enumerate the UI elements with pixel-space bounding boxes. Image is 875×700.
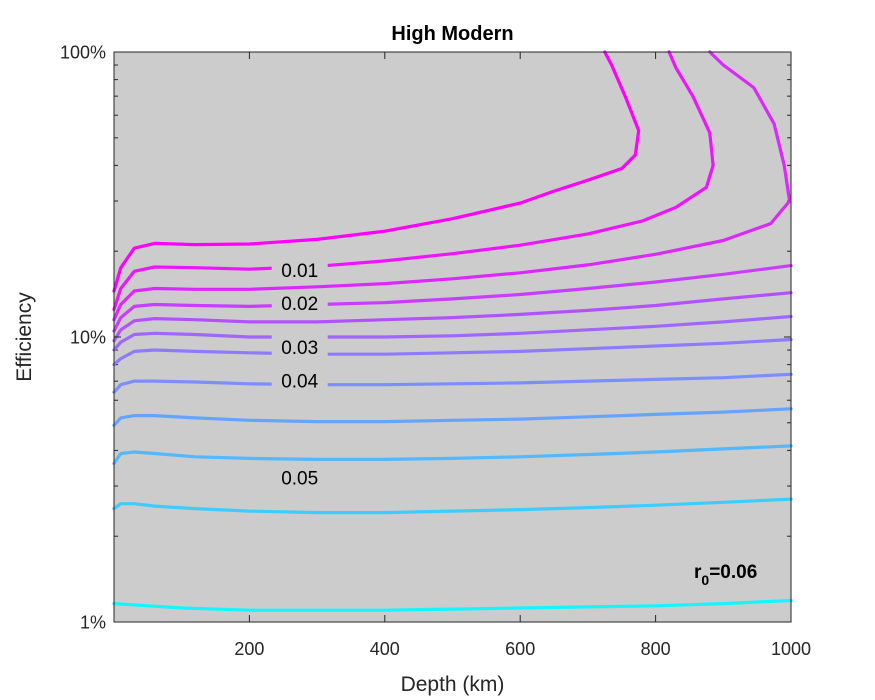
contour-line-2: [112, 50, 715, 311]
contour-line-9: [112, 407, 793, 427]
y-tick-label-1: 1%: [80, 613, 106, 633]
chart-title: High Modern: [391, 23, 513, 45]
contour-lines: [112, 50, 793, 612]
r0-annotation: r0=0.06: [694, 562, 757, 588]
contour-line-12: [112, 598, 793, 612]
contour-label-gap-10: [271, 465, 328, 492]
x-tick-label-1: 200: [234, 639, 264, 659]
annotation-subscript: 0: [701, 572, 709, 588]
y-axis-label: Efficiency: [13, 292, 36, 382]
contour-label-2: 0.01: [281, 261, 318, 282]
x-axis-label: Depth (km): [401, 673, 505, 696]
contour-label-gap-2: [271, 257, 328, 284]
contour-line-6: [112, 314, 793, 352]
contour-line-5: [112, 291, 793, 343]
y-tick-label-2: 10%: [70, 328, 106, 348]
contour-label-gap-4: [271, 290, 328, 317]
contour-line-4: [112, 264, 793, 333]
x-ticks: 200 400 600 800 1000: [234, 52, 811, 659]
contour-label-gap-6: [271, 334, 328, 361]
contour-line-10: [112, 444, 793, 466]
contour-label-6: 0.03: [281, 338, 318, 359]
contour-line-1: [112, 50, 641, 293]
contour-label-4: 0.02: [281, 294, 318, 315]
annotation-value: =0.06: [709, 562, 757, 583]
contour-label-8: 0.04: [281, 372, 318, 393]
x-tick-label-3: 600: [505, 639, 535, 659]
contour-line-3: [112, 50, 792, 322]
contour-line-11: [112, 497, 793, 515]
y-tick-label-3: 100%: [60, 43, 106, 63]
contour-label-10: 0.05: [281, 469, 318, 490]
x-tick-label-2: 400: [370, 639, 400, 659]
x-tick-label-5: 1000: [771, 639, 811, 659]
contour-line-8: [112, 372, 793, 394]
contour-line-7: [112, 337, 793, 367]
y-ticks: 1% 10% 100%: [60, 43, 791, 633]
annotation-main: r: [694, 562, 702, 583]
x-tick-label-4: 800: [641, 639, 671, 659]
contour-labels: 0.01 0.02 0.03 0.04 0.05: [271, 257, 328, 492]
contour-label-gap-8: [271, 368, 328, 395]
